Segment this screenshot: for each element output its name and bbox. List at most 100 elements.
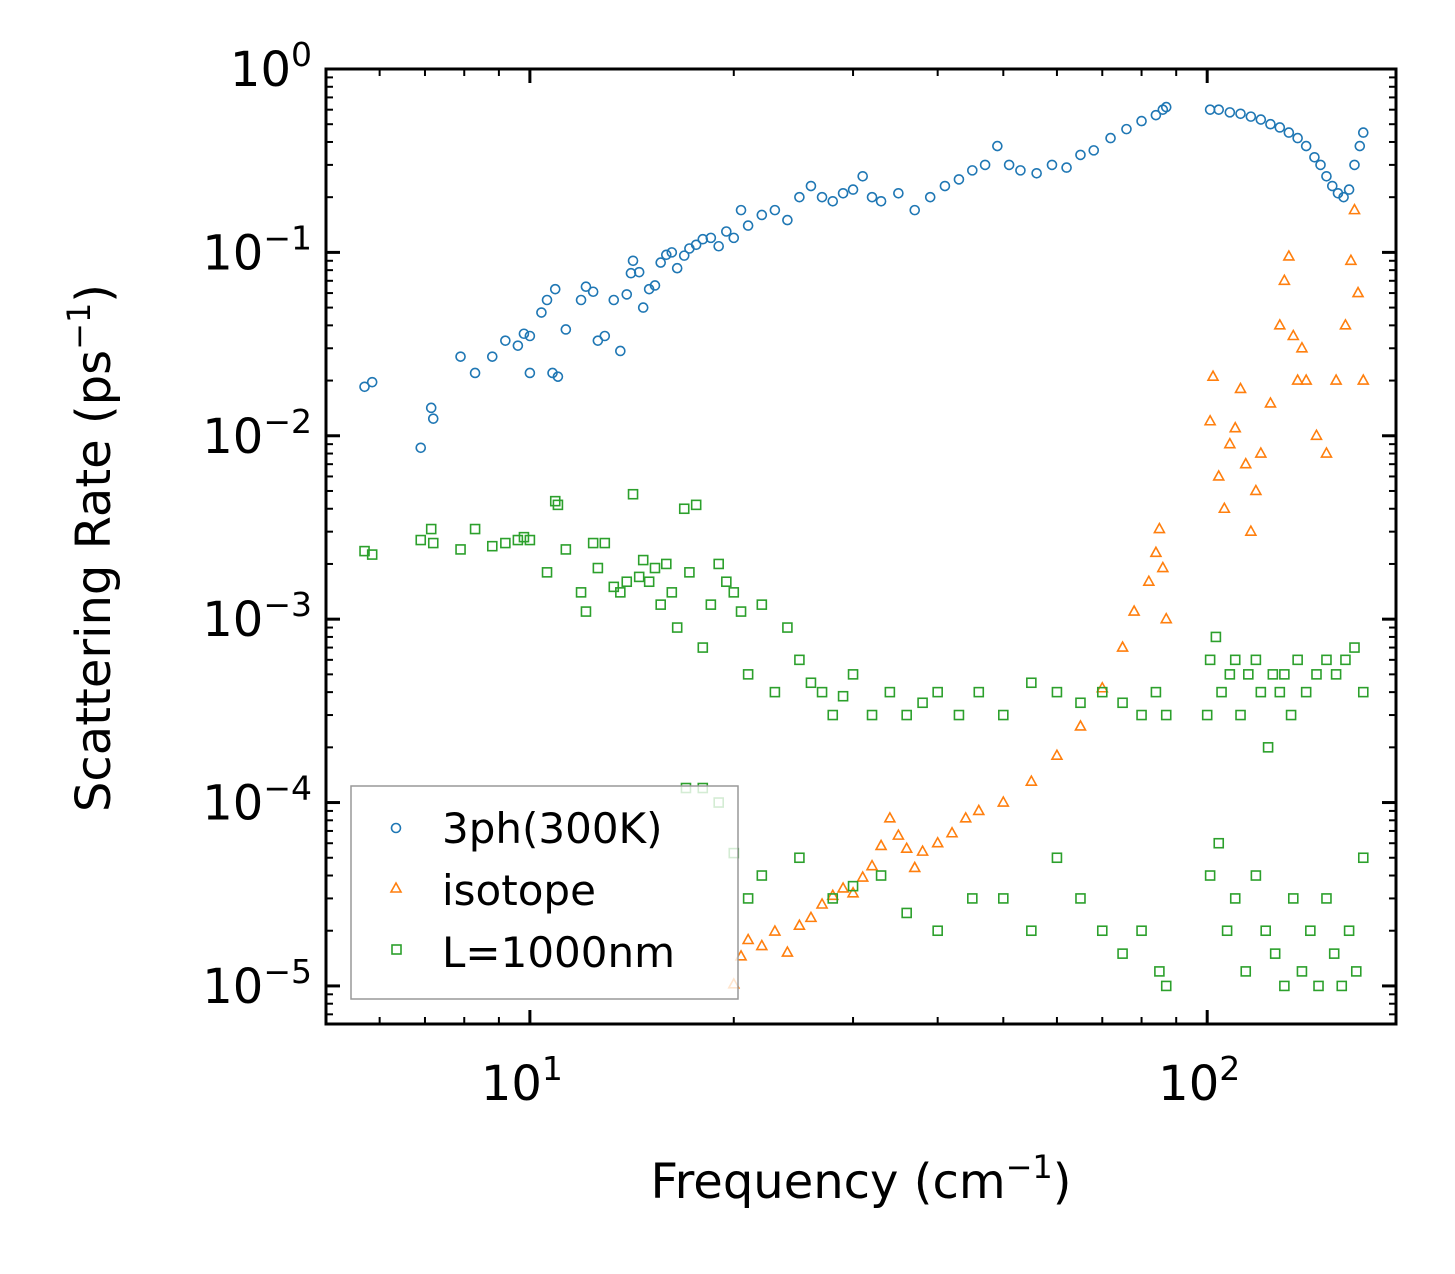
data-point [1243,669,1254,680]
data-point [649,562,661,574]
data-point [524,367,536,379]
data-point [1250,654,1262,666]
data-point [500,335,511,346]
y-tick-label: 10−3 [202,585,312,648]
data-point [1074,719,1087,731]
data-point [425,402,437,414]
data-point [592,562,604,574]
data-point [901,709,912,721]
data-point [1321,170,1332,182]
data-point [1105,132,1116,144]
data-point [1051,852,1063,864]
data-point [721,576,732,588]
data-point [1154,966,1165,977]
data-point [1351,285,1365,298]
data-point [1096,686,1108,698]
data-point [1024,774,1038,786]
data-point [781,945,794,957]
data-point [1300,686,1312,698]
data-point [1117,697,1128,709]
data-point [536,307,547,318]
data-point [953,709,965,721]
data-point [1283,127,1295,138]
data-point [924,191,936,203]
data-point [805,677,817,689]
data-point [500,537,511,549]
data-point [1229,654,1241,666]
data-point [847,880,859,892]
legend-label-boundary: L=1000nm [442,928,675,977]
data-point [415,442,427,454]
data-point [1116,640,1129,652]
data-point [1273,318,1287,330]
data-point [866,709,878,721]
data-point [1213,104,1225,115]
data-point [1269,948,1281,959]
data-point [512,534,524,546]
data-point [972,803,986,816]
data-point [1244,524,1258,536]
data-point [1088,145,1100,156]
data-point [1274,686,1286,698]
data-point [917,697,928,709]
data-point [615,345,626,357]
data-point [793,918,806,931]
data-point [1050,748,1064,761]
data-point [1234,381,1247,394]
data-point [690,499,702,511]
data-point [427,413,439,424]
data-point [518,328,530,340]
y-tick-label: 10−5 [202,952,312,1015]
tick-labels: 101 102 100 10−1 10−2 10−3 10−4 10−5 [202,35,1240,1112]
data-point [1249,483,1263,496]
data-point [1344,253,1358,266]
data-point [1292,132,1303,144]
data-point [643,576,655,588]
data-point [552,499,564,511]
data-point [728,587,740,598]
major-ticks [326,67,1396,1024]
data-point [1121,123,1132,135]
data-point [992,140,1003,152]
data-point [1265,118,1276,130]
data-point [735,204,747,216]
data-point [1328,948,1340,959]
data-point [1262,742,1274,753]
data-point [756,209,768,221]
data-point [1349,642,1360,653]
data-point [1201,709,1213,721]
data-point [847,184,859,195]
data-point [1330,669,1342,680]
data-point [1224,669,1236,680]
data-point [1264,396,1277,408]
data-point [755,938,769,951]
data-point [655,257,666,268]
data-point [979,159,991,171]
data-point [837,187,849,199]
data-point [1279,980,1290,992]
data-point [1061,162,1072,173]
data-point [1287,893,1299,904]
data-point [1136,925,1147,937]
data-point [1354,140,1366,152]
data-point [815,897,829,909]
data-point [769,204,781,216]
y-tick-label: 100 [230,35,312,98]
data-point [998,709,1009,721]
data-point [827,893,839,904]
series-L=1000nm [359,488,1369,992]
data-point [1221,925,1233,937]
data-point [909,204,921,216]
data-point [857,170,868,182]
data-point [967,893,978,904]
data-point [827,709,839,721]
data-point [916,844,929,856]
data-point [1245,111,1257,122]
data-point [1296,966,1308,977]
data-point [633,266,645,278]
data-point [1255,686,1267,698]
data-point [837,690,849,702]
data-point [512,340,524,351]
data-point [908,860,922,873]
data-point [524,534,536,546]
